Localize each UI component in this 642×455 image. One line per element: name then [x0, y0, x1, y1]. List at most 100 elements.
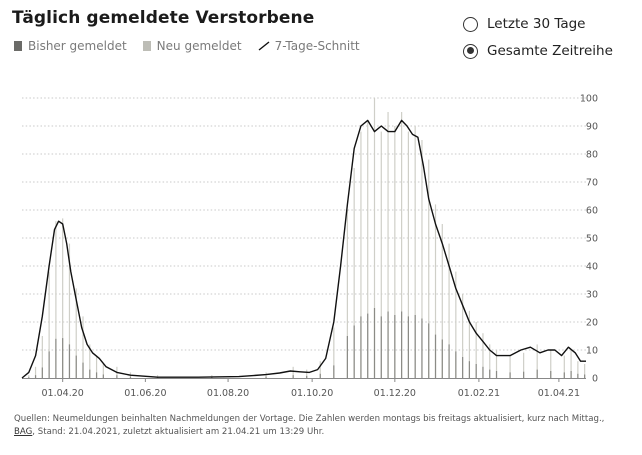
x-tick-label: 01.08.20: [207, 388, 249, 399]
bar-bisher-gemeldet: [401, 311, 403, 378]
radio-circle-icon[interactable]: [463, 16, 478, 32]
x-tick-label: 01.02.21: [458, 388, 500, 399]
y-tick-label: 40: [586, 262, 598, 273]
rolling-average-line: [21, 119, 586, 379]
footer-text-after: , Stand: 21.04.2021, zuletzt aktualisier…: [32, 427, 325, 437]
bar-neu-gemeldet: [550, 350, 552, 378]
y-tick-labels: 0 10 20 30 40 50 60 70 80 90 100: [580, 94, 598, 385]
bar-neu-gemeldet: [536, 344, 538, 378]
legend-swatch-bisher: [14, 41, 22, 51]
x-tick-label: 01.10.20: [291, 388, 333, 399]
bar-bisher-gemeldet: [448, 344, 450, 378]
bar-bisher-gemeldet: [89, 369, 91, 378]
radio-circle-checked-icon[interactable]: [463, 43, 478, 59]
bar-bisher-gemeldet: [523, 371, 525, 378]
bar-neu-gemeldet: [28, 375, 30, 378]
bar-bisher-gemeldet: [129, 376, 132, 378]
bar-neu-gemeldet: [373, 98, 376, 378]
x-tick-labels: 01.04.20 01.06.20 01.08.20 01.10.20 01.12.20…: [42, 378, 580, 399]
y-tick-label: 0: [592, 374, 598, 385]
bar-neu-gemeldet: [414, 126, 416, 378]
bar-bisher-gemeldet: [468, 361, 471, 378]
radio-label-full-series: Gesamte Zeitreihe: [487, 43, 613, 59]
bar-bisher-gemeldet: [102, 374, 104, 378]
bar-neu-gemeldet: [387, 112, 389, 378]
bar-bisher-gemeldet: [68, 344, 71, 378]
bar-neu-gemeldet: [353, 168, 355, 378]
y-tick-label: 20: [586, 318, 598, 329]
bar-bisher-gemeldet: [75, 355, 77, 378]
bar-neu-gemeldet: [523, 352, 525, 378]
bar-neu-gemeldet: [75, 288, 77, 378]
bar-neu-gemeldet: [319, 361, 321, 378]
bar-bisher-gemeldet: [367, 313, 369, 378]
bar-neu-gemeldet: [346, 210, 348, 378]
bar-bisher-gemeldet: [536, 369, 538, 378]
legend: Bisher gemeldet Neu gemeldet 7-Tage-Schn…: [14, 39, 376, 53]
bar-bisher-gemeldet: [333, 365, 335, 378]
chart-title: Täglich gemeldete Verstorbene: [12, 8, 315, 28]
bar-bisher-gemeldet: [584, 374, 586, 378]
y-tick-label: 90: [586, 122, 598, 133]
legend-label-bisher: Bisher gemeldet: [28, 39, 127, 53]
bar-neu-gemeldet: [563, 355, 565, 378]
bar-neu-gemeldet: [333, 327, 335, 378]
legend-item-neu: Neu gemeldet: [142, 39, 242, 53]
bar-bisher-gemeldet: [360, 316, 362, 378]
bar-neu-gemeldet: [475, 322, 477, 378]
bar-bisher-gemeldet: [116, 375, 118, 378]
source-link[interactable]: BAG: [14, 427, 33, 437]
bar-neu-gemeldet: [434, 204, 437, 378]
bar-bisher-gemeldet: [421, 318, 423, 378]
bar-neu-gemeldet: [62, 218, 64, 378]
bar-bisher-gemeldet: [28, 377, 30, 378]
bar-neu-gemeldet: [468, 310, 471, 378]
rolling-average-path: [21, 119, 586, 379]
bar-neu-gemeldet: [102, 364, 104, 378]
bar-bisher-gemeldet: [292, 375, 294, 378]
bar-neu-gemeldet: [495, 350, 498, 378]
bar-bisher-gemeldet: [62, 338, 64, 378]
bar-bisher-gemeldet: [95, 372, 98, 378]
bar-neu-gemeldet: [89, 344, 91, 378]
bars: [28, 98, 586, 379]
y-tick-label: 30: [586, 290, 598, 301]
bar-bisher-gemeldet: [82, 362, 84, 378]
bar-bisher-gemeldet: [462, 357, 464, 378]
bar-neu-gemeldet: [462, 294, 464, 378]
x-tick-label: 01.04.21: [538, 388, 580, 399]
bar-bisher-gemeldet: [475, 364, 477, 378]
bar-bisher-gemeldet: [434, 334, 437, 378]
trend-line-icon: [258, 41, 269, 51]
bar-neu-gemeldet: [367, 120, 369, 379]
grid-lines: [22, 97, 586, 379]
bar-bisher-gemeldet: [394, 315, 396, 378]
bar-bisher-gemeldet: [570, 371, 572, 378]
bar-neu-gemeldet: [34, 366, 37, 378]
bar-neu-gemeldet: [428, 159, 430, 378]
bar-bisher-gemeldet: [489, 369, 491, 378]
y-tick-label: 10: [586, 346, 598, 357]
bar-neu-gemeldet: [41, 336, 43, 378]
radio-label-last-30-days: Letzte 30 Tage: [487, 16, 586, 32]
bar-neu-gemeldet: [394, 126, 396, 378]
bar-bisher-gemeldet: [34, 375, 37, 378]
y-tick-label: 100: [580, 94, 598, 105]
bar-neu-gemeldet: [584, 364, 586, 378]
radio-last-30-days[interactable]: Letzte 30 Tage: [463, 12, 613, 36]
y-tick-label: 70: [586, 178, 598, 189]
x-tick-label: 01.04.20: [42, 388, 84, 399]
bar-bisher-gemeldet: [319, 373, 321, 378]
bar-neu-gemeldet: [489, 344, 491, 378]
radio-full-series[interactable]: Gesamte Zeitreihe: [463, 39, 613, 63]
bar-neu-gemeldet: [509, 355, 511, 378]
bar-bisher-gemeldet: [414, 315, 416, 378]
bar-bisher-gemeldet: [387, 311, 389, 378]
bar-bisher-gemeldet: [441, 339, 443, 378]
bar-neu-gemeldet: [482, 333, 484, 378]
y-tick-label: 50: [586, 234, 598, 245]
bar-bisher-gemeldet: [482, 366, 484, 378]
bar-neu-gemeldet: [95, 355, 98, 378]
bar-bisher-gemeldet: [306, 375, 308, 378]
